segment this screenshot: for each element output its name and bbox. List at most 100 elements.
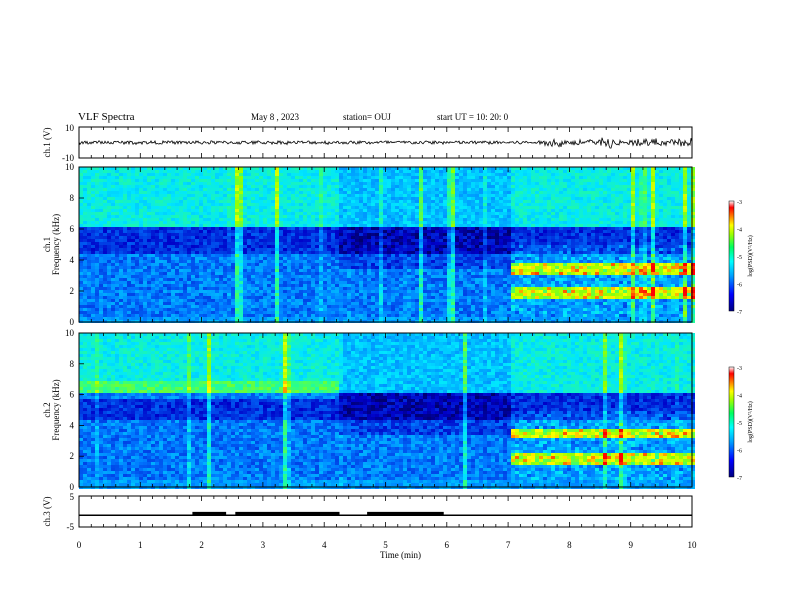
spectrogram-cell — [291, 281, 295, 284]
spectrogram-cell — [459, 212, 463, 215]
spectrogram-cell — [291, 176, 295, 179]
spectrogram-cell — [127, 188, 131, 191]
spectrogram-cell — [331, 194, 335, 197]
spectrogram-cell — [447, 209, 451, 212]
spectrogram-cell — [135, 263, 139, 266]
spectrogram-cell — [99, 284, 103, 287]
spectrogram-cell — [239, 197, 243, 200]
spectrogram-cell — [151, 221, 155, 224]
spectrogram-cell — [175, 305, 179, 308]
spectrogram-cell — [163, 185, 167, 188]
spectrogram-cell — [227, 179, 231, 182]
spectrogram-cell — [355, 290, 359, 293]
spectrogram-cell — [427, 200, 431, 203]
spectrogram-cell — [183, 248, 187, 251]
spectrogram-cell — [319, 257, 323, 260]
spectrogram-cell — [315, 206, 319, 209]
spectrogram-cell — [139, 221, 143, 224]
spectrogram-cell — [375, 173, 379, 176]
spectrogram-cell — [427, 170, 431, 173]
spectrogram-cell — [215, 221, 219, 224]
spectrogram-cell — [167, 200, 171, 203]
spectrogram-cell — [239, 317, 243, 320]
spectrogram-cell — [91, 167, 95, 170]
spectrogram-cell — [291, 314, 295, 317]
spectrogram-cell — [103, 221, 107, 224]
spectrogram-cell — [271, 272, 275, 275]
spectrogram-cell — [347, 293, 351, 296]
spectrogram-cell — [359, 203, 363, 206]
spectrogram-cell — [83, 281, 87, 284]
spectrogram-cell — [323, 233, 327, 236]
spectrogram-cell — [163, 308, 167, 311]
spectrogram-cell — [195, 209, 199, 212]
spectrogram-cell — [227, 215, 231, 218]
spectrogram-cell — [387, 302, 391, 305]
spectrogram-cell — [407, 308, 411, 311]
spectrogram-cell — [211, 182, 215, 185]
spectrogram-cell — [227, 317, 231, 320]
spectrogram-cell — [391, 308, 395, 311]
spectrogram-cell — [335, 317, 339, 320]
spectrogram-cell — [351, 221, 355, 224]
spectrogram-cell — [183, 284, 187, 287]
spectrogram-cell — [147, 251, 151, 254]
spectrogram-cell — [291, 311, 295, 314]
spectrogram-cell — [327, 275, 331, 278]
spectrogram-cell — [159, 296, 163, 299]
spectrogram-cell — [263, 224, 267, 227]
spectrogram-cell — [287, 218, 291, 221]
spectrogram-cell — [175, 284, 179, 287]
spectrogram-cell — [239, 293, 243, 296]
spectrogram-cell — [135, 185, 139, 188]
spectrogram-cell — [179, 296, 183, 299]
spectrogram-cell — [95, 284, 99, 287]
spectrogram-cell — [363, 203, 367, 206]
spectrogram-cell — [135, 260, 139, 263]
spectrogram-cell — [107, 293, 111, 296]
spectrogram-cell — [335, 245, 339, 248]
spectrogram-cell — [283, 251, 287, 254]
spectrogram-cell — [311, 251, 315, 254]
spectrogram-cell — [343, 170, 347, 173]
spectrogram-cell — [239, 212, 243, 215]
spectrogram-cell — [279, 248, 283, 251]
spectrogram-cell — [207, 212, 211, 215]
spectrogram-cell — [411, 311, 415, 314]
spectrogram-cell — [295, 188, 299, 191]
spectrogram-cell — [187, 260, 191, 263]
spectrogram-cell — [111, 170, 115, 173]
spectrogram-cell — [319, 191, 323, 194]
spectrogram-cell — [383, 182, 387, 185]
spectrogram-cell — [99, 275, 103, 278]
spectrogram-cell — [367, 314, 371, 317]
spectrogram-cell — [191, 215, 195, 218]
spectrogram-cell — [91, 284, 95, 287]
spectrogram-cell — [191, 197, 195, 200]
spectrogram-cell — [139, 260, 143, 263]
spectrogram-cell — [315, 185, 319, 188]
spectrogram-cell — [135, 257, 139, 260]
spectrogram-cell — [107, 269, 111, 272]
spectrogram-cell — [427, 269, 431, 272]
spectrogram-cell — [263, 221, 267, 224]
spectrogram-cell — [363, 188, 367, 191]
spectrogram-cell — [139, 317, 143, 320]
spectrogram-cell — [331, 266, 335, 269]
spectrogram-cell — [79, 197, 83, 200]
spectrogram-cell — [431, 302, 435, 305]
spectrogram-cell — [383, 278, 387, 281]
spectrogram-cell — [303, 263, 307, 266]
spectrogram-cell — [367, 254, 371, 257]
spectrogram-cell — [151, 203, 155, 206]
spectrogram-cell — [235, 278, 239, 281]
spectrogram-cell — [147, 257, 151, 260]
spectrogram-cell — [175, 230, 179, 233]
spectrogram-cell — [139, 242, 143, 245]
spectrogram-cell — [159, 182, 163, 185]
spectrogram-cell — [231, 215, 235, 218]
spectrogram-cell — [379, 302, 383, 305]
spectrogram-cell — [307, 263, 311, 266]
spectrogram-cell — [291, 242, 295, 245]
spectrogram-cell — [191, 203, 195, 206]
